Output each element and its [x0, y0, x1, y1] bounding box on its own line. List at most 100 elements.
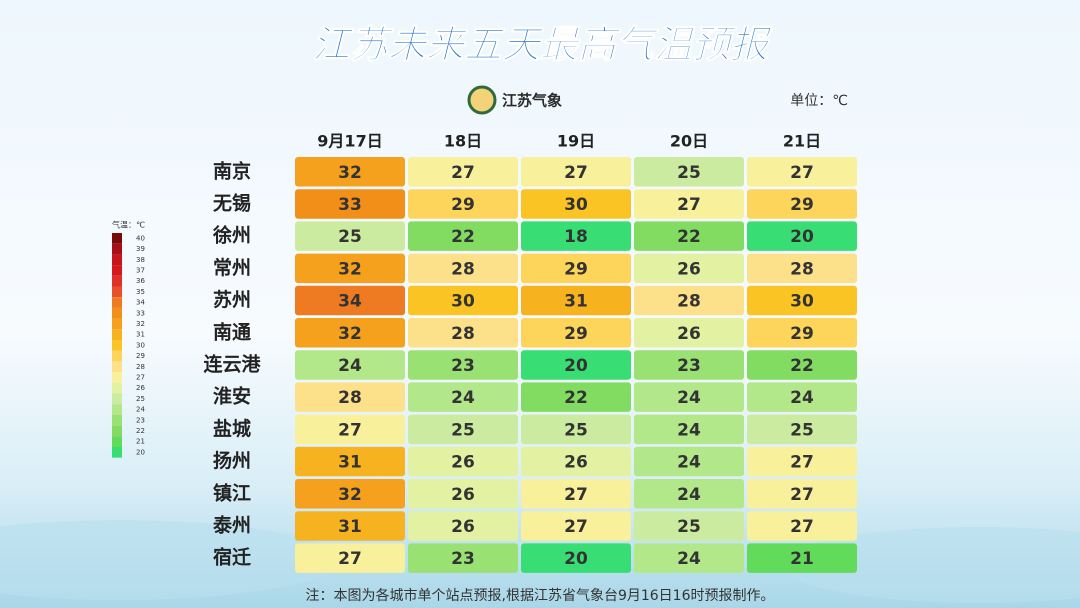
cell-value: 29	[564, 259, 588, 279]
cell-value: 27	[790, 517, 814, 537]
cell-value: 18	[564, 227, 588, 247]
heatmap-cell	[295, 285, 405, 316]
cell-value: 27	[790, 163, 814, 183]
row-label: 泰州	[212, 513, 251, 536]
cell-value: 27	[338, 420, 362, 440]
footnote: 注：本图为各城市单个站点预报,根据江苏省气象台9月16日16时预报制作。	[306, 587, 775, 604]
cell-value: 28	[451, 324, 475, 344]
heatmap-cell	[634, 543, 744, 573]
cell-value: 32	[338, 485, 362, 505]
heatmap-cell	[747, 543, 857, 573]
unit-label: 单位：℃	[790, 93, 848, 109]
heatmap-cell	[408, 253, 518, 284]
cell-value: 27	[564, 485, 588, 505]
cell-value: 26	[564, 453, 588, 473]
cell-value: 24	[677, 388, 701, 408]
cell-value: 27	[564, 163, 588, 183]
cell-value: 34	[338, 292, 362, 312]
cell-value: 29	[790, 195, 814, 215]
cell-value: 25	[790, 420, 814, 440]
legend-swatch	[112, 447, 122, 458]
cell-value: 25	[677, 517, 701, 537]
logo-text: 江苏气象	[502, 92, 562, 110]
heatmap-cell	[634, 479, 744, 509]
heatmap-cell	[408, 189, 518, 219]
heatmap-cell	[634, 253, 744, 284]
cell-value: 31	[338, 453, 362, 473]
heatmap-cell	[408, 543, 518, 573]
legend-label: 25	[136, 395, 145, 403]
heatmap-cell	[408, 511, 518, 541]
legend-label: 32	[136, 320, 145, 328]
cell-value: 27	[677, 195, 701, 215]
heatmap-cell	[634, 221, 744, 251]
row-label: 苏州	[213, 288, 251, 311]
cell-value: 22	[677, 227, 701, 247]
legend-label: 29	[136, 352, 145, 360]
cell-value: 20	[790, 227, 814, 247]
legend-swatch	[112, 286, 122, 298]
row-label: 无锡	[213, 191, 251, 214]
heatmap-cell	[295, 318, 405, 348]
legend-label: 26	[136, 384, 145, 392]
legend-label: 23	[136, 416, 145, 424]
column-header: 18日	[444, 132, 482, 151]
heatmap-cell	[521, 189, 631, 219]
cell-value: 23	[677, 356, 701, 376]
legend-swatch	[112, 372, 122, 383]
legend-swatch	[112, 265, 122, 276]
legend-swatch	[112, 307, 122, 319]
heatmap-cell	[634, 189, 744, 219]
heatmap-cell	[747, 382, 857, 412]
title: 江苏未来五天最高气温预报	[312, 23, 773, 67]
cell-value: 29	[564, 324, 588, 344]
heatmap-cell	[747, 414, 857, 445]
row-label: 宿迁	[213, 546, 251, 569]
heatmap-cell	[295, 350, 405, 380]
legend-swatch	[112, 275, 122, 287]
heatmap-cell	[295, 382, 405, 412]
legend-label: 22	[136, 427, 145, 435]
legend-label: 34	[136, 299, 145, 307]
cell-value: 24	[677, 453, 701, 473]
heatmap-cell	[295, 446, 405, 477]
legend-label: 37	[136, 266, 145, 274]
cell-value: 30	[451, 292, 475, 312]
cell-value: 23	[451, 356, 475, 376]
row-label: 扬州	[213, 449, 251, 472]
cell-value: 20	[564, 549, 588, 569]
heatmap-cell	[521, 414, 631, 445]
legend-swatch	[112, 318, 122, 330]
legend-label: 35	[136, 288, 145, 296]
row-label: 盐城	[213, 417, 251, 440]
heatmap-cell	[634, 511, 744, 541]
heatmap-cell	[408, 157, 518, 187]
legend-label: 24	[136, 406, 145, 414]
heatmap-cell	[521, 285, 631, 316]
cell-value: 25	[677, 163, 701, 183]
cloud	[0, 520, 340, 600]
cell-value: 30	[564, 195, 588, 215]
legend-title: 气温：℃	[112, 220, 145, 230]
heatmap-cell	[521, 253, 631, 284]
cell-value: 28	[790, 259, 814, 279]
cell-value: 24	[338, 356, 362, 376]
cell-value: 27	[338, 549, 362, 569]
legend-label: 27	[136, 373, 145, 381]
legend-swatch	[112, 436, 122, 447]
cell-value: 25	[451, 420, 475, 440]
heatmap-cell	[408, 414, 518, 445]
cell-value: 22	[564, 388, 588, 408]
heatmap-cell	[408, 285, 518, 316]
heatmap-cell	[295, 479, 405, 509]
column-header: 21日	[783, 132, 821, 151]
cell-value: 27	[790, 485, 814, 505]
legend-swatch	[112, 350, 122, 362]
heatmap-cell	[295, 221, 405, 251]
legend-label: 20	[136, 448, 145, 456]
heatmap-cell	[408, 350, 518, 380]
row-label: 徐州	[212, 224, 251, 247]
cell-value: 20	[564, 356, 588, 376]
legend-label: 33	[136, 309, 145, 317]
heatmap-cell	[747, 350, 857, 380]
